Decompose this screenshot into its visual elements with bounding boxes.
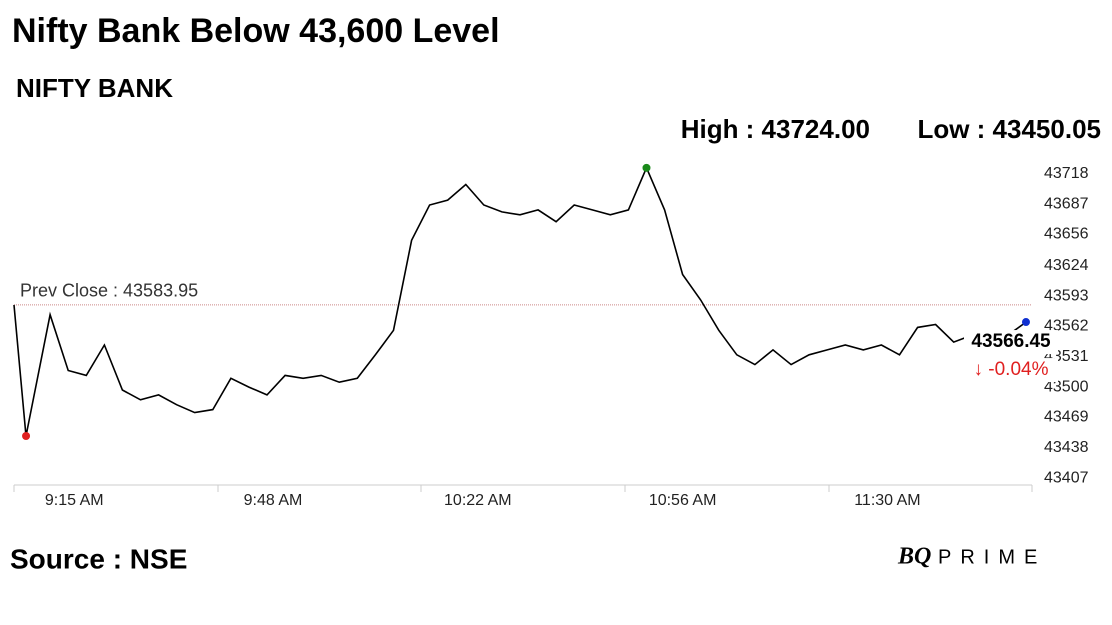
y-tick-label: 43500: [1044, 378, 1089, 395]
change-label-bg: [964, 358, 1058, 383]
brand-name: PRIME: [938, 546, 1046, 568]
y-tick-label: 43718: [1044, 165, 1089, 182]
change-label: ↓ -0.04%: [974, 359, 1049, 380]
y-tick-label: 43407: [1044, 469, 1089, 486]
prev-close-label: Prev Close : 43583.95: [20, 281, 198, 301]
high-dot: [642, 163, 651, 172]
x-tick-label: 10:22 AM: [444, 492, 512, 509]
x-tick-label: 11:30 AM: [854, 492, 920, 509]
price-line: [13, 165, 1027, 437]
source: Source : NSE: [10, 543, 187, 574]
low-dot: [22, 432, 31, 441]
low-label: Low : 43450.05: [917, 114, 1101, 144]
y-tick-label: 43438: [1044, 439, 1089, 456]
chart-title: Nifty Bank Below 43,600 Level: [12, 12, 500, 50]
last-dot: [1021, 318, 1030, 327]
brand-mark: BQ: [897, 544, 931, 570]
x-axis: [13, 484, 1033, 492]
chart-subtitle: NIFTY BANK: [16, 73, 173, 103]
y-tick-label: 43624: [1044, 257, 1089, 274]
last-value-label: 43566.45: [971, 331, 1051, 352]
x-tick-label: 9:48 AM: [244, 492, 303, 509]
y-tick-label: 43593: [1044, 287, 1089, 304]
y-tick-label: 43469: [1044, 409, 1089, 426]
y-tick-label: 43687: [1044, 195, 1089, 212]
last-label-bg: [964, 330, 1058, 355]
y-tick-label: 43656: [1044, 226, 1089, 243]
x-tick-label: 10:56 AM: [649, 492, 717, 509]
high-label: High : 43724.00: [681, 114, 870, 144]
x-tick-label: 9:15 AM: [45, 492, 104, 509]
